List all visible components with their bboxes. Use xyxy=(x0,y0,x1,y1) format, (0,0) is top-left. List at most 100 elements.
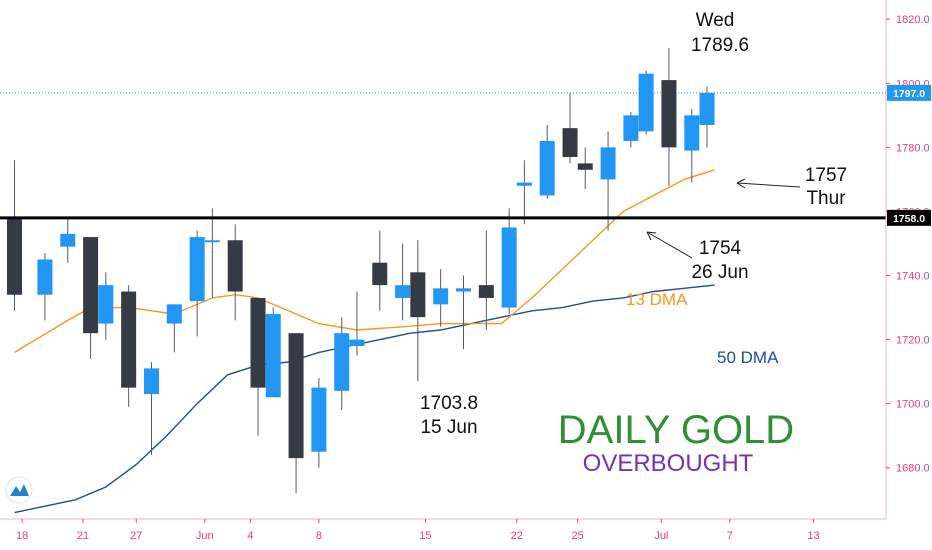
key-level-tag: 1758.0 xyxy=(887,209,931,226)
candle-17 xyxy=(372,230,388,311)
svg-text:1797.0: 1797.0 xyxy=(893,88,925,100)
annotation-jun15-value: 1703.8 xyxy=(420,393,478,414)
candle-body xyxy=(37,259,53,295)
time-tick-label: 22 xyxy=(511,530,523,542)
candle-body xyxy=(60,233,76,247)
candle-body xyxy=(562,128,578,157)
candle-body xyxy=(455,288,471,292)
candle-body xyxy=(433,288,449,305)
candle-1 xyxy=(37,253,53,321)
candle-body xyxy=(661,80,677,148)
candle-body xyxy=(121,291,137,388)
candle-4 xyxy=(98,272,114,340)
candle-0 xyxy=(7,160,22,311)
candle-21 xyxy=(455,275,471,350)
candle-11 xyxy=(250,297,266,436)
candle-19 xyxy=(410,240,426,382)
annotation-wed-value: 1789.6 xyxy=(691,35,749,56)
time-axis: 18 21 27 Jun 4 8 15 22 25 Jul 7 13 xyxy=(0,518,886,542)
candle-15 xyxy=(334,317,350,411)
candle-13 xyxy=(288,333,304,494)
chart-subtitle: OVERBOUGHT xyxy=(583,450,754,477)
annotation-thur-day: Thur xyxy=(806,188,846,209)
candle-22 xyxy=(478,230,494,330)
price-tick-label: 1820.0 xyxy=(896,14,930,26)
candle-2 xyxy=(60,217,76,263)
candle-body xyxy=(227,240,243,292)
candle-body xyxy=(334,333,350,391)
price-tick-label: 1740.0 xyxy=(896,271,930,283)
time-tick-label: 15 xyxy=(419,530,431,542)
candle-body xyxy=(349,339,365,346)
time-tick-label: 4 xyxy=(247,530,253,542)
annotation-jun26-value: 1754 xyxy=(699,238,742,259)
annotation-thur-arrow xyxy=(736,182,801,188)
ma50-line xyxy=(14,284,715,514)
candle-body xyxy=(166,304,182,324)
candle-5 xyxy=(121,285,137,407)
price-axis: 1820.01800.01780.01760.01740.01720.01700… xyxy=(885,0,931,519)
candle-body xyxy=(478,285,494,298)
candle-body xyxy=(516,182,532,186)
candle-body xyxy=(501,227,517,308)
price-tick-label: 1720.0 xyxy=(896,335,930,347)
candle-3 xyxy=(83,237,99,359)
candle-23 xyxy=(501,208,517,314)
plot-area xyxy=(0,48,886,514)
candle-body xyxy=(250,297,266,388)
time-tick-label: 25 xyxy=(572,530,584,542)
candle-body xyxy=(638,73,654,132)
candle-30 xyxy=(638,70,654,135)
candle-body xyxy=(7,217,22,295)
price-tick-label: 1780.0 xyxy=(896,142,930,154)
annotation-wed-day: Wed xyxy=(696,10,735,31)
chart-title: DAILY GOLD xyxy=(558,408,794,452)
candle-body xyxy=(600,147,616,180)
candle-27 xyxy=(577,147,593,190)
time-tick-label: 27 xyxy=(130,530,142,542)
candle-body xyxy=(288,333,304,459)
time-tick-label: Jun xyxy=(196,530,214,542)
candle-33 xyxy=(699,86,715,148)
candle-24 xyxy=(516,160,532,225)
price-tick-label: 1700.0 xyxy=(896,399,930,411)
candle-25 xyxy=(539,124,555,199)
candle-body xyxy=(311,387,327,452)
annotation-jun26-arrow xyxy=(646,231,693,259)
candle-body xyxy=(265,313,281,398)
candle-8 xyxy=(189,230,205,337)
candle-body xyxy=(684,115,700,151)
candle-14 xyxy=(311,378,327,468)
candle-body xyxy=(577,163,593,170)
tradingview-logo-icon[interactable] xyxy=(5,476,33,504)
candle-body xyxy=(410,272,426,318)
candle-body xyxy=(83,237,99,334)
ma13-line xyxy=(14,169,715,354)
candle-body xyxy=(539,140,555,196)
candle-20 xyxy=(433,269,449,327)
annotation-jun26-date: 26 Jun xyxy=(691,262,748,283)
annotation-jun26-arrowhead xyxy=(646,231,657,241)
candle-body xyxy=(395,285,411,298)
candle-12 xyxy=(265,307,281,398)
label-50-dma: 50 DMA xyxy=(717,348,779,367)
candle-29 xyxy=(623,112,639,148)
candle-body xyxy=(143,368,159,395)
time-tick-label: 8 xyxy=(316,530,322,542)
candle-body xyxy=(372,262,388,286)
label-13-dma: 13 DMA xyxy=(626,290,688,309)
candle-body xyxy=(189,237,205,302)
candle-body xyxy=(699,92,715,125)
candle-body xyxy=(98,285,114,324)
candle-6 xyxy=(143,362,159,455)
annotation-thur-arrowhead xyxy=(736,178,746,189)
current-price-tag: 1797.0 xyxy=(887,84,931,101)
candle-9 xyxy=(204,208,220,298)
candle-26 xyxy=(562,92,578,164)
svg-text:1758.0: 1758.0 xyxy=(893,213,925,225)
candle-7 xyxy=(166,304,182,353)
candle-32 xyxy=(684,108,700,183)
candle-18 xyxy=(395,243,411,321)
time-tick-label: 21 xyxy=(77,530,89,542)
